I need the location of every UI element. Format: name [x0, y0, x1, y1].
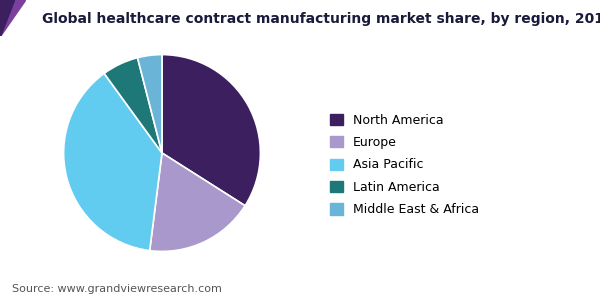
Wedge shape: [149, 153, 245, 251]
Text: Source: www.grandviewresearch.com: Source: www.grandviewresearch.com: [12, 284, 222, 294]
Polygon shape: [0, 0, 25, 36]
Wedge shape: [64, 74, 162, 250]
Wedge shape: [137, 55, 162, 153]
Wedge shape: [162, 55, 260, 206]
Legend: North America, Europe, Asia Pacific, Latin America, Middle East & Africa: North America, Europe, Asia Pacific, Lat…: [330, 114, 479, 216]
Wedge shape: [104, 58, 162, 153]
Text: Global healthcare contract manufacturing market share, by region, 2018 (%): Global healthcare contract manufacturing…: [42, 12, 600, 26]
Polygon shape: [0, 0, 14, 36]
